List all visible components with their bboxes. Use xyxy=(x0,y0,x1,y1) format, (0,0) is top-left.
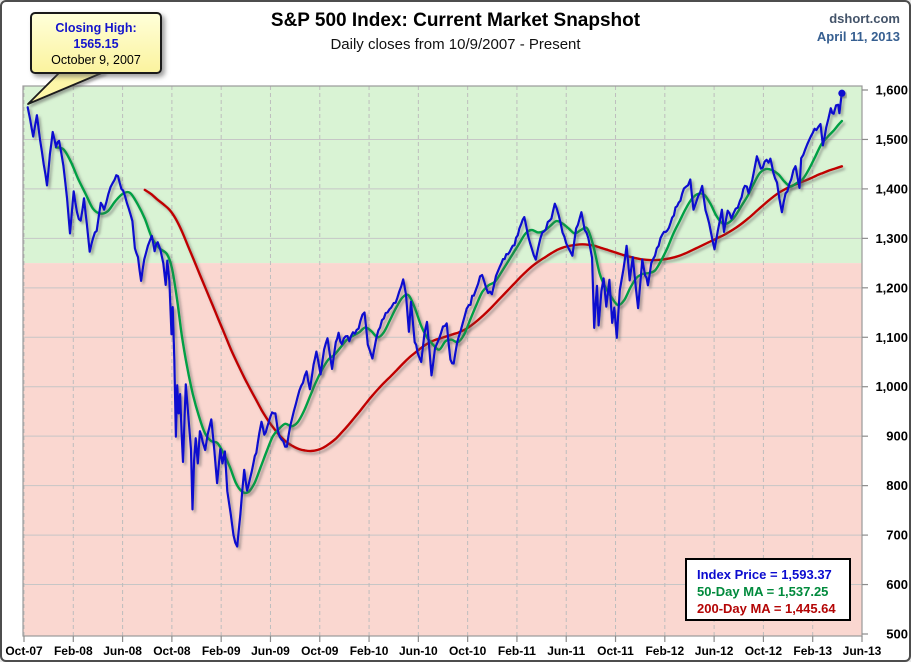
svg-text:Oct-09: Oct-09 xyxy=(301,644,339,658)
price-endpoint-marker xyxy=(838,89,846,97)
svg-text:900: 900 xyxy=(886,429,908,444)
svg-text:800: 800 xyxy=(886,478,908,493)
svg-text:Jun-13: Jun-13 xyxy=(843,644,882,658)
background-bands xyxy=(23,86,862,636)
x-axis-labels: Oct-07 Feb-08 Jun-08 Oct-08 Feb-09 Jun-09 Oct-… xyxy=(5,636,882,658)
legend-box: Index Price = 1,593.37 50-Day MA = 1,537… xyxy=(685,558,851,621)
svg-text:Feb-13: Feb-13 xyxy=(793,644,832,658)
source-block: dshort.com April 11, 2013 xyxy=(817,10,900,46)
legend-label: 200-Day MA = xyxy=(697,601,786,616)
ma200-line xyxy=(143,165,844,453)
svg-text:1,300: 1,300 xyxy=(875,231,908,246)
svg-text:1,200: 1,200 xyxy=(875,280,908,295)
svg-text:Feb-09: Feb-09 xyxy=(202,644,241,658)
svg-text:Oct-11: Oct-11 xyxy=(597,644,634,658)
svg-text:Feb-08: Feb-08 xyxy=(54,644,93,658)
svg-text:Feb-12: Feb-12 xyxy=(645,644,684,658)
svg-text:Oct-08: Oct-08 xyxy=(153,644,191,658)
legend-label: 50-Day MA = xyxy=(697,584,778,599)
legend-value: 1,537.25 xyxy=(777,584,829,599)
svg-text:1,000: 1,000 xyxy=(875,379,908,394)
legend-value: 1,445.64 xyxy=(785,601,836,616)
svg-text:1,400: 1,400 xyxy=(875,181,908,196)
legend-row-ma200: 200-Day MA = 1,445.64 xyxy=(697,600,849,617)
y-axis-labels: 500 600 700 800 900 1,000 1,100 1,200 1,300 1,400… xyxy=(862,83,908,642)
legend-row-index-price: Index Price = 1,593.37 xyxy=(697,566,849,583)
svg-text:1,100: 1,100 xyxy=(875,330,908,345)
legend-label: Index Price = xyxy=(697,567,782,582)
svg-text:700: 700 xyxy=(886,528,908,543)
legend-row-ma50: 50-Day MA = 1,537.25 xyxy=(697,583,849,600)
price-line xyxy=(26,92,843,548)
svg-text:Oct-12: Oct-12 xyxy=(745,644,783,658)
svg-text:Jun-12: Jun-12 xyxy=(695,644,734,658)
legend-value: 1,593.37 xyxy=(781,567,832,582)
closing-high-callout: Closing High: 1565.15 October 9, 2007 xyxy=(30,12,162,74)
svg-text:Oct-07: Oct-07 xyxy=(5,644,43,658)
svg-text:Jun-08: Jun-08 xyxy=(103,644,142,658)
svg-text:Oct-10: Oct-10 xyxy=(449,644,487,658)
chart-gridlines xyxy=(23,86,862,636)
svg-text:500: 500 xyxy=(886,627,908,642)
source-date: April 11, 2013 xyxy=(816,29,900,44)
svg-text:Feb-11: Feb-11 xyxy=(498,644,536,658)
callout-label: Closing High: xyxy=(55,21,137,35)
svg-text:1,500: 1,500 xyxy=(875,132,908,147)
svg-text:600: 600 xyxy=(886,577,908,592)
svg-text:Feb-10: Feb-10 xyxy=(350,644,389,658)
svg-text:Jun-11: Jun-11 xyxy=(547,644,585,658)
callout-date: October 9, 2007 xyxy=(51,53,141,67)
page-title: S&P 500 Index: Current Market Snapshot xyxy=(270,10,641,31)
svg-text:Jun-09: Jun-09 xyxy=(251,644,290,658)
source-site: dshort.com xyxy=(829,11,900,26)
svg-text:Jun-10: Jun-10 xyxy=(399,644,438,658)
svg-text:1,600: 1,600 xyxy=(875,83,908,98)
callout-value: 1565.15 xyxy=(73,37,119,51)
plot-frame xyxy=(22,85,863,637)
page-subtitle: Daily closes from 10/9/2007 - Present xyxy=(330,36,581,53)
